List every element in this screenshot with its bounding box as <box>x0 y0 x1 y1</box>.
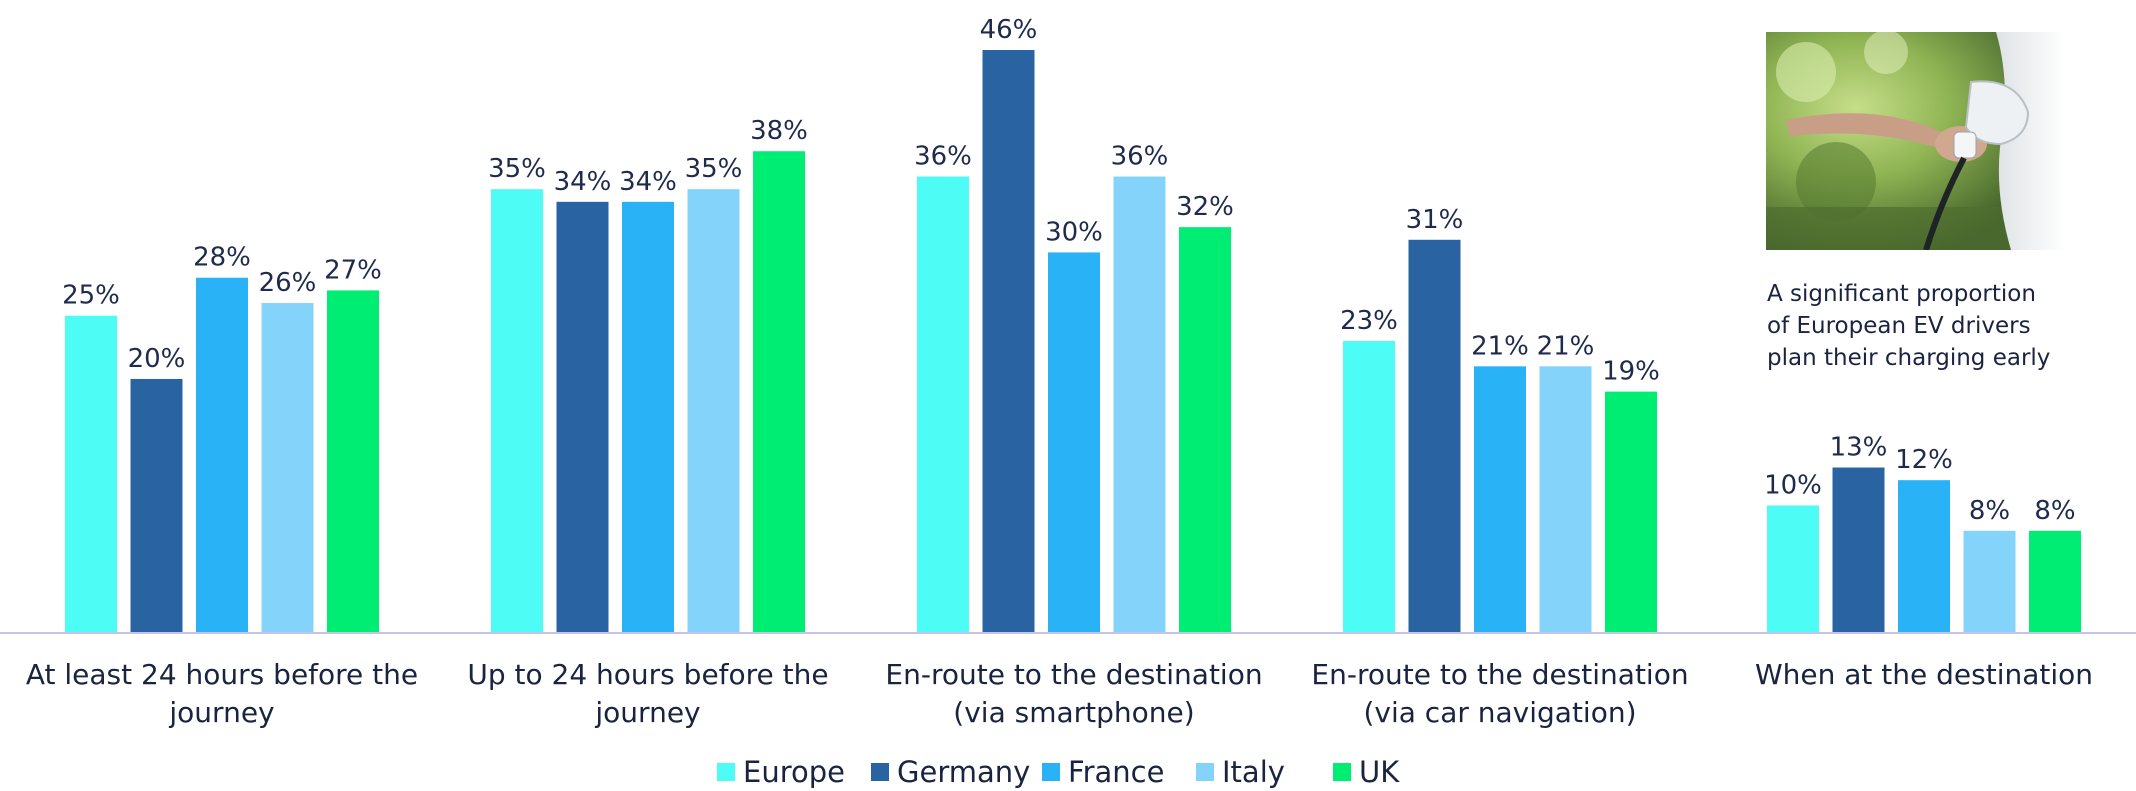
bar-france-1 <box>622 201 674 632</box>
legend-swatch-germany <box>871 763 889 781</box>
bar-europe-4 <box>1767 505 1819 632</box>
category-label-1: journey <box>594 696 700 729</box>
data-label-uk-4: 8% <box>2034 496 2075 526</box>
category-label-2: (via smartphone) <box>953 696 1194 729</box>
data-label-france-2: 30% <box>1045 217 1103 247</box>
category-label-0: journey <box>168 696 274 729</box>
bar-france-2 <box>1048 252 1100 632</box>
legend-swatch-italy <box>1196 763 1214 781</box>
bar-germany-3 <box>1408 239 1461 633</box>
category-label-1: Up to 24 hours before the <box>467 658 828 691</box>
bar-italy-0 <box>261 303 314 632</box>
annotation-line: A significant proportion <box>1767 281 2036 307</box>
legend: Europe Germany France Italy UK <box>717 755 1400 789</box>
annotation-text: A significant proportion of European EV … <box>1767 278 2087 374</box>
data-label-germany-2: 46% <box>980 15 1038 45</box>
data-label-italy-1: 35% <box>685 154 743 184</box>
bar-europe-2 <box>917 176 969 633</box>
bar-uk-2 <box>1179 227 1231 632</box>
data-label-italy-3: 21% <box>1537 331 1595 361</box>
data-label-germany-0: 20% <box>128 344 186 374</box>
bar-italy-1 <box>687 189 740 632</box>
legend-swatch-france <box>1042 763 1060 781</box>
category-label-0: At least 24 hours before the <box>26 658 418 691</box>
data-label-italy-0: 26% <box>259 268 317 298</box>
data-label-uk-3: 19% <box>1602 357 1660 387</box>
data-label-germany-4: 13% <box>1830 433 1888 463</box>
data-label-germany-3: 31% <box>1406 205 1464 235</box>
legend-swatch-uk <box>1333 763 1351 781</box>
data-label-europe-1: 35% <box>488 154 546 184</box>
data-label-france-3: 21% <box>1471 331 1529 361</box>
data-label-france-0: 28% <box>193 243 251 273</box>
legend-label-germany: Germany <box>897 755 1030 789</box>
bar-germany-4 <box>1832 467 1885 632</box>
bar-uk-0 <box>327 290 379 632</box>
annotation-line: plan their charging early <box>1767 345 2051 371</box>
ev-charging-photo <box>1766 32 2066 250</box>
legend-label-france: France <box>1068 755 1164 789</box>
bar-france-0 <box>196 277 248 632</box>
bar-italy-3 <box>1539 366 1592 632</box>
data-label-europe-2: 36% <box>914 142 972 172</box>
data-label-europe-0: 25% <box>62 281 120 311</box>
data-label-italy-4: 8% <box>1969 496 2010 526</box>
category-labels-layer: At least 24 hours before the journey Up to… <box>26 658 2093 729</box>
data-label-italy-2: 36% <box>1111 142 1169 172</box>
data-label-europe-4: 10% <box>1764 470 1822 500</box>
bar-germany-0 <box>130 378 183 632</box>
legend-label-europe: Europe <box>743 755 845 789</box>
category-label-3: En-route to the destination <box>1311 658 1688 691</box>
bar-italy-2 <box>1113 176 1166 633</box>
legend-label-italy: Italy <box>1222 755 1285 789</box>
legend-label-uk: UK <box>1359 755 1400 789</box>
bar-europe-0 <box>65 315 117 632</box>
bar-uk-4 <box>2029 530 2081 632</box>
bar-europe-3 <box>1343 341 1395 632</box>
data-label-france-1: 34% <box>619 167 677 197</box>
data-label-france-4: 12% <box>1895 445 1953 475</box>
data-label-europe-3: 23% <box>1340 306 1398 336</box>
bar-uk-3 <box>1605 391 1657 632</box>
bar-france-4 <box>1898 480 1950 632</box>
bars-layer <box>65 50 2081 633</box>
data-label-uk-2: 32% <box>1176 192 1234 222</box>
photo-illustration <box>1766 32 2066 250</box>
legend-swatch-europe <box>717 763 735 781</box>
value-labels-layer: 25%20%28%26% 27%35% 34% 34% 35%38%36%46%30%3… <box>62 15 2076 526</box>
data-label-germany-1: 34% <box>554 167 612 197</box>
bar-uk-1 <box>753 151 805 632</box>
data-label-uk-1: 38% <box>750 116 808 146</box>
bar-europe-1 <box>491 189 543 632</box>
category-label-3: (via car navigation) <box>1363 696 1636 729</box>
category-label-2: En-route to the destination <box>885 658 1262 691</box>
bar-germany-2 <box>982 50 1035 632</box>
bar-italy-4 <box>1963 530 2016 632</box>
data-label-uk-0: 27% <box>324 255 382 285</box>
bar-germany-1 <box>556 201 609 632</box>
category-label-4: When at the destination <box>1755 658 2093 691</box>
bar-france-3 <box>1474 366 1526 632</box>
annotation-line: of European EV drivers <box>1767 313 2031 339</box>
